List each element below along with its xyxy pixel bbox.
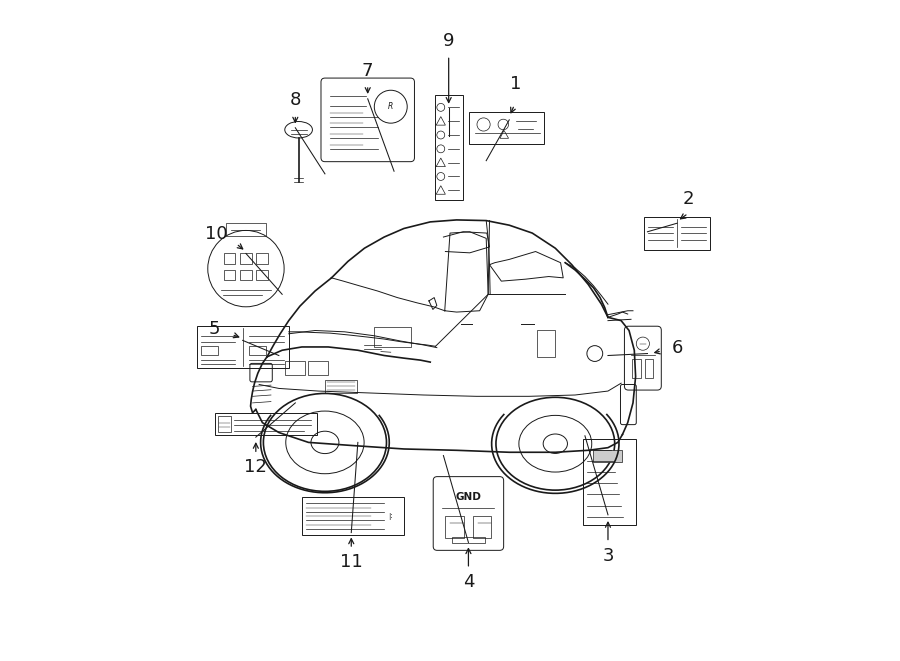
Bar [285,361,305,375]
Text: 8: 8 [290,91,301,109]
Bar [644,360,653,378]
Bar [325,380,356,393]
Bar [435,95,463,200]
Text: R: R [388,102,393,111]
Text: |:: |: [388,513,392,520]
Text: 7: 7 [362,61,374,79]
Bar [196,326,289,368]
Text: 12: 12 [245,459,267,477]
Bar [537,330,555,357]
Bar [256,253,268,264]
Bar [218,416,231,432]
Text: 6: 6 [671,339,683,358]
Text: 3: 3 [602,547,614,564]
Bar [309,361,328,375]
Text: 5: 5 [209,319,220,338]
Text: 2: 2 [682,190,694,208]
Bar [469,112,544,143]
Bar [583,439,635,525]
Bar [374,327,410,347]
Bar [249,346,266,355]
Bar [473,516,491,539]
Bar [226,223,266,236]
Text: 1: 1 [510,75,521,93]
Text: 9: 9 [443,32,454,50]
Bar [202,346,218,355]
Bar [633,360,641,378]
Text: 10: 10 [205,225,228,243]
Bar [240,270,252,280]
Bar [644,217,710,250]
Bar [302,497,403,535]
Text: 4: 4 [463,573,474,591]
Bar [223,270,236,280]
Text: 11: 11 [340,553,363,571]
Bar [223,253,236,264]
Bar [446,516,464,539]
Bar [256,270,268,280]
Text: GND: GND [455,492,482,502]
Bar [593,450,623,462]
Bar [215,413,317,435]
Bar [240,253,252,264]
Bar [452,537,485,543]
